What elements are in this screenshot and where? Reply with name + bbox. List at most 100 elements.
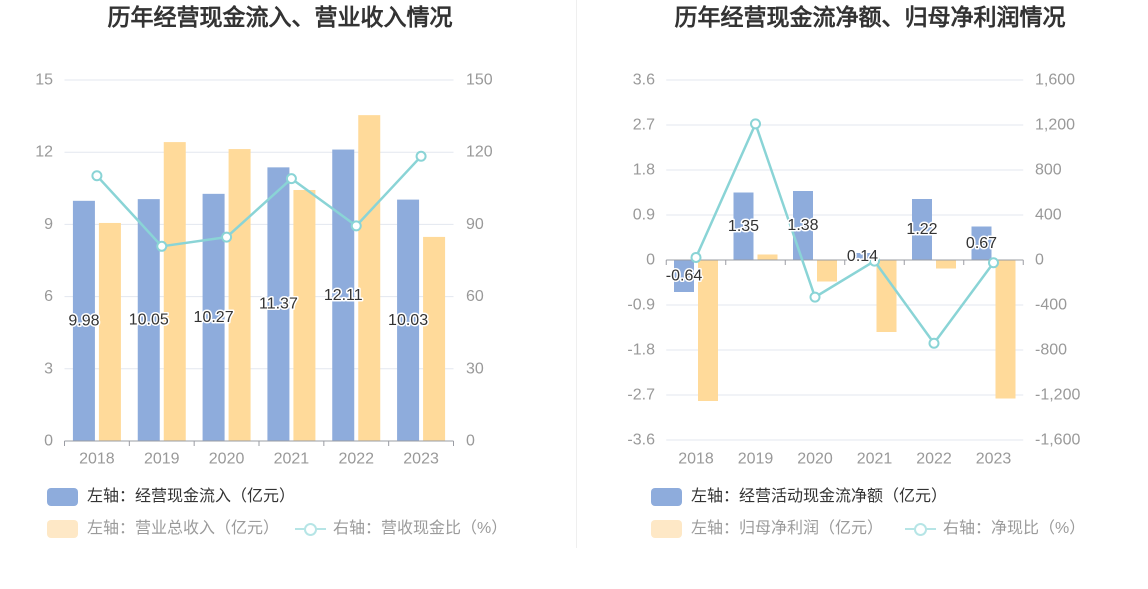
data-label-cash-inflow-2018: 9.98 [68, 312, 99, 329]
y-left-tick-label: 6 [44, 288, 53, 305]
legend-swatch-line [295, 520, 326, 538]
y-right-tick-label: -400 [1035, 297, 1067, 314]
point-cash-revenue-ratio-2021[interactable] [285, 173, 297, 185]
bar-net-profit-2018[interactable] [698, 260, 718, 401]
y-left-tick-label: -1.8 [627, 342, 655, 359]
bar-net-operating-cash-flow-2022[interactable] [912, 199, 932, 260]
bar-operating-revenue-2020[interactable] [228, 149, 251, 441]
y-right-tick-label: 30 [466, 360, 484, 377]
bar-cash-inflow-2020[interactable] [202, 193, 225, 441]
data-label-cash-inflow-2022: 12.11 [324, 287, 363, 304]
chart-title: 历年经营现金流净额、归母净利润情况 [674, 4, 1066, 30]
bar-net-operating-cash-flow-2021[interactable] [852, 253, 873, 260]
bar-net-profit-2022[interactable] [936, 260, 956, 269]
y-left-tick-label: 9 [44, 216, 53, 233]
x-tick-label-2022: 2022 [916, 451, 952, 468]
point-cash-revenue-ratio-2019[interactable] [156, 240, 168, 252]
panel-divider [576, 0, 577, 548]
data-label-cash-inflow-2021: 11.37 [259, 296, 298, 313]
y-right-tick-label: 1,600 [1035, 72, 1075, 89]
point-net-cash-ratio-2019[interactable] [750, 118, 761, 130]
bar-cash-inflow-2023[interactable] [397, 199, 420, 441]
point-net-cash-ratio-2022[interactable] [928, 337, 940, 349]
y-right-tick-label: 400 [1035, 207, 1062, 224]
x-tick-label-2018: 2018 [678, 451, 714, 468]
y-left-tick-label: 0.9 [633, 207, 655, 224]
point-net-cash-ratio-2023[interactable] [988, 257, 999, 269]
bar-operating-revenue-2022[interactable] [358, 115, 381, 442]
data-label-net-operating-cash-flow-2019: 1.35 [728, 218, 759, 235]
bar-cash-inflow-2019[interactable] [137, 199, 160, 441]
data-label-net-operating-cash-flow-2021: 0.14 [847, 248, 878, 265]
legend-label: 左轴：营业总收入（亿元） [87, 520, 280, 537]
x-tick-label-2019: 2019 [144, 451, 180, 468]
legend-item-net-operating-cash-flow[interactable]: 左轴：经营活动现金流净额（亿元） [651, 488, 947, 506]
point-cash-revenue-ratio-2018[interactable] [91, 170, 103, 182]
legend-item-net-profit[interactable]: 左轴：归母净利润（亿元） [651, 520, 883, 538]
y-left-tick-label: 12 [35, 144, 53, 161]
y-right-tick-label: -800 [1035, 342, 1067, 359]
bar-series-net-profit [698, 254, 1016, 401]
point-net-cash-ratio-2020[interactable] [809, 291, 821, 303]
point-net-cash-ratio-2018[interactable] [690, 251, 702, 263]
y-right-tick-label: 120 [466, 144, 493, 161]
bar-net-profit-2023[interactable] [995, 260, 1016, 399]
data-label-net-operating-cash-flow-2023: 0.67 [966, 235, 997, 252]
legend-label: 右轴：净现比（%） [943, 520, 1086, 537]
chart-panel-net-cash-net-profit: 历年经营现金流净额、归母净利润情况 -3.6 -2.7 -1.8 -0.9 0 0.9 1.… [576, 0, 1148, 560]
legend-swatch-bar [651, 520, 682, 538]
data-label-net-operating-cash-flow-2022: 1.22 [906, 221, 937, 238]
chart-panel-cash-inflow-revenue: 历年经营现金流入、营业收入情况 0 3 6 9 12 15 0 30 60 90 120 150 201… [0, 0, 576, 560]
y-right-tick-label: 0 [1035, 252, 1044, 269]
y-right-tick-label: 150 [466, 72, 493, 89]
legend-swatch-bar [47, 488, 78, 506]
y-left-tick-label: -0.9 [627, 297, 655, 314]
chart-title: 历年经营现金流入、营业收入情况 [107, 4, 453, 30]
legend-swatch-line [905, 520, 936, 538]
point-cash-revenue-ratio-2023[interactable] [415, 150, 427, 162]
x-tick-label-2020: 2020 [209, 451, 245, 468]
bar-net-profit-2021[interactable] [876, 260, 897, 332]
legend-label: 左轴：归母净利润（亿元） [691, 520, 884, 537]
bar-operating-revenue-2023[interactable] [423, 236, 446, 441]
legend-item-cash-inflow[interactable]: 左轴：经营现金流入（亿元） [47, 488, 295, 506]
bar-operating-revenue-2018[interactable] [98, 222, 121, 441]
x-tick-label-2020: 2020 [797, 451, 833, 468]
y-left-tick-label: 3.6 [633, 72, 655, 89]
legend-item-operating-revenue[interactable]: 左轴：营业总收入（亿元） [47, 520, 279, 538]
point-net-cash-ratio-2021[interactable] [869, 255, 880, 267]
line-net-cash-ratio [694, 122, 995, 345]
bar-cash-inflow-2021[interactable] [267, 167, 290, 441]
x-tick-label-2022: 2022 [338, 451, 374, 468]
bar-cash-inflow-2022[interactable] [332, 149, 355, 441]
y-left-tick-label: 15 [35, 72, 53, 89]
legend-item-cash-revenue-ratio[interactable]: 右轴：营收现金比（%） [295, 520, 507, 538]
x-tick-label-2018: 2018 [79, 451, 115, 468]
legend-label: 右轴：营收现金比（%） [333, 520, 508, 537]
bar-cash-inflow-2018[interactable] [72, 200, 95, 441]
bar-net-operating-cash-flow-2023[interactable] [971, 226, 992, 261]
bar-operating-revenue-2019[interactable] [163, 142, 186, 442]
bar-net-profit-2020[interactable] [817, 260, 837, 282]
y-left-tick-label: 0 [44, 433, 53, 450]
legend-label: 左轴：经营活动现金流净额（亿元） [691, 488, 948, 505]
line-cash-revenue-ratio [95, 155, 422, 248]
legend-item-net-cash-ratio[interactable]: 右轴：净现比（%） [905, 520, 1085, 538]
bar-net-profit-2019[interactable] [757, 254, 778, 261]
y-right-tick-label: -1,600 [1035, 432, 1080, 449]
bar-operating-revenue-2021[interactable] [293, 189, 316, 441]
x-tick-label-2023: 2023 [976, 451, 1012, 468]
y-left-tick-label: 1.8 [633, 162, 655, 179]
data-label-net-operating-cash-flow-2018: -0.64 [666, 268, 703, 285]
bar-net-operating-cash-flow-2019[interactable] [733, 192, 754, 261]
gridlines [64, 79, 454, 442]
bar-net-operating-cash-flow-2018[interactable] [674, 260, 694, 292]
y-right-tick-label: 1,200 [1035, 117, 1075, 134]
y-left-tick-label: 0 [646, 252, 655, 269]
legend-swatch-bar [47, 520, 78, 538]
chart-plot: -3.6 -2.7 -1.8 -0.9 0 0.9 1.8 2.7 3.6 -1,600 -1,20… [627, 72, 1080, 468]
bar-net-operating-cash-flow-2020[interactable] [793, 191, 813, 260]
point-cash-revenue-ratio-2022[interactable] [350, 220, 362, 232]
point-cash-revenue-ratio-2020[interactable] [221, 231, 233, 243]
